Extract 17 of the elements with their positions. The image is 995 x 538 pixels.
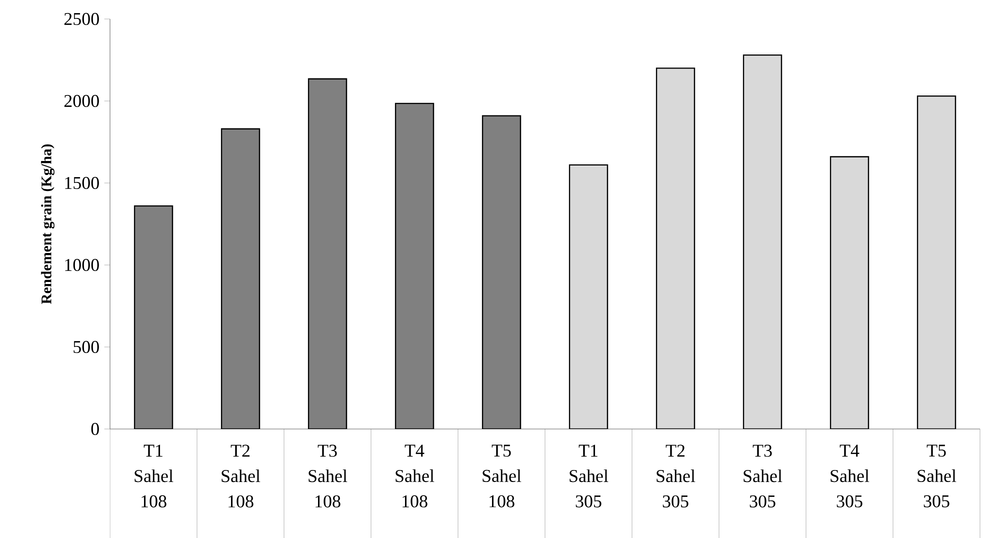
x-tick-label: T2 Sahel 108 xyxy=(222,444,260,508)
x-tick-label: T5 Sahel 108 xyxy=(482,444,522,508)
y-tick-label: 500 xyxy=(74,340,99,354)
y-tick-label: 2500 xyxy=(64,12,99,26)
y-axis-title: Rendement grain (Kg/ha) xyxy=(41,144,54,304)
y-tick-label: 1500 xyxy=(65,176,99,190)
y-tick-label: 2000 xyxy=(64,94,99,108)
y-tick-label: 0 xyxy=(91,422,99,436)
x-tick-label: T4 Sahel 305 xyxy=(830,444,870,508)
x-tick-label: T5 Sahel 305 xyxy=(918,444,956,508)
x-tick-label: T1 Sahel 108 xyxy=(134,444,174,508)
x-tick-label: T3 Sahel 305 xyxy=(744,444,782,508)
y-tick-label: 1000 xyxy=(65,258,99,272)
x-tick-label: T1 Sahel 305 xyxy=(570,444,608,508)
x-tick-label: T2 Sahel 305 xyxy=(656,444,696,508)
x-tick-label: T3 Sahel 108 xyxy=(308,444,348,508)
x-tick-label: T4 Sahel 108 xyxy=(396,444,434,508)
